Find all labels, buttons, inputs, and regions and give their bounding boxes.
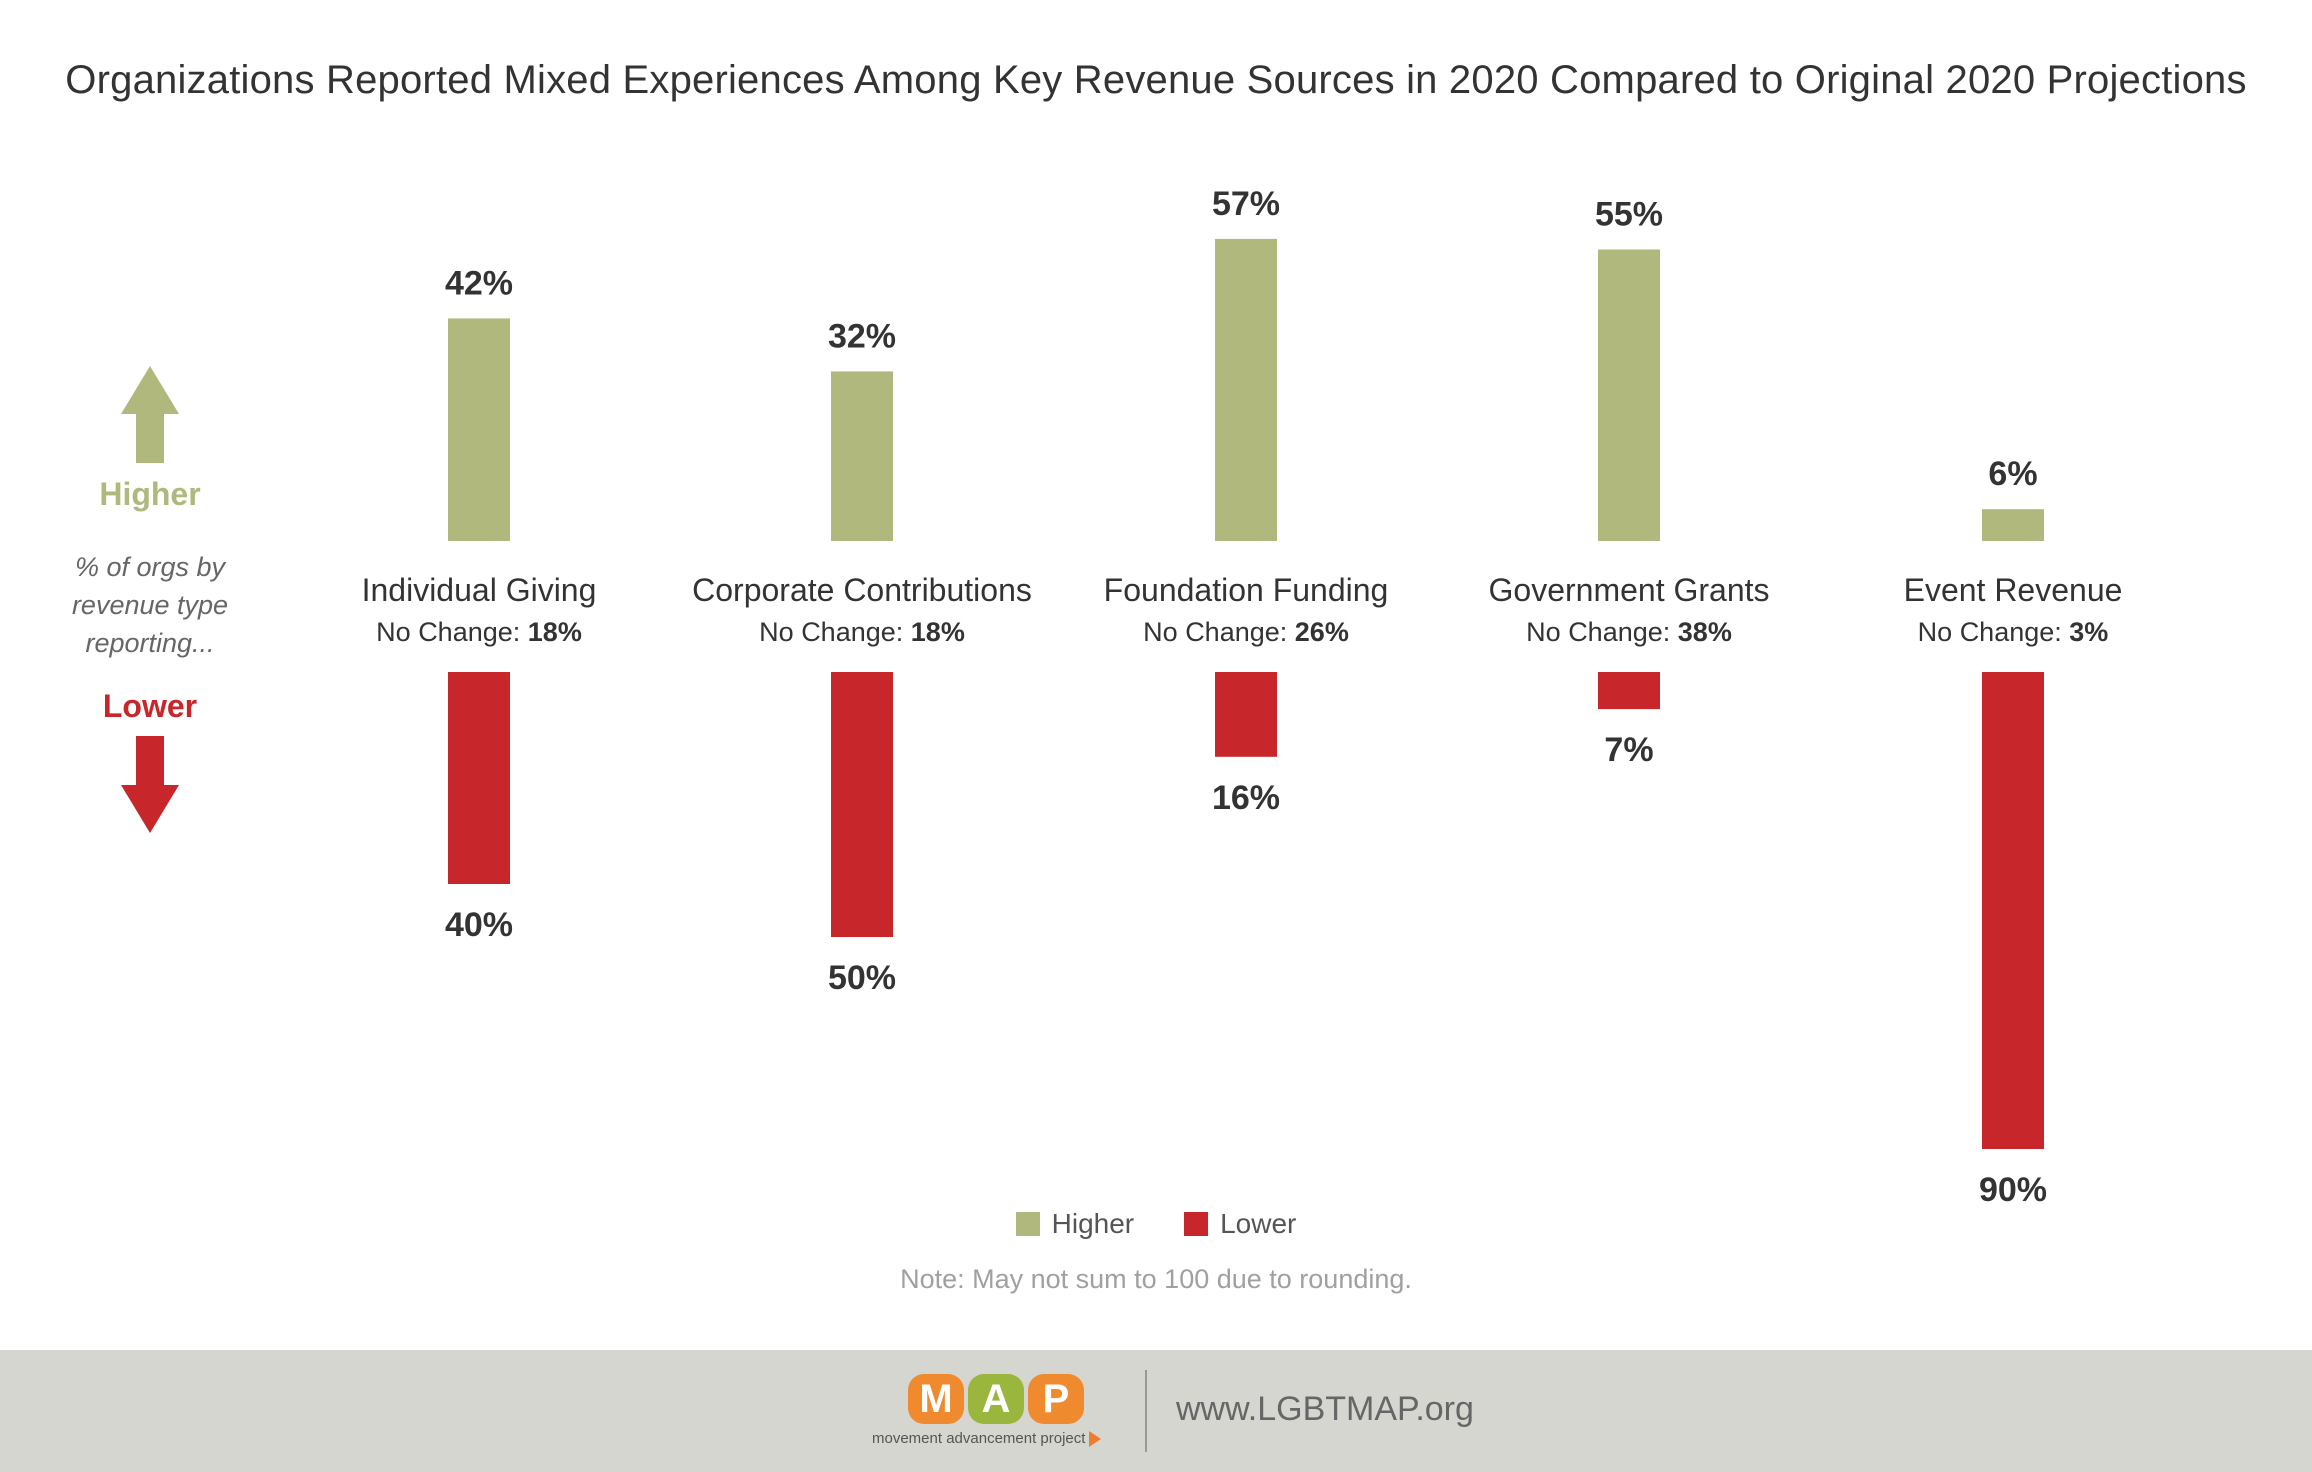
logo-tagline: movement advancement project (872, 1430, 1102, 1448)
logo-letter-a: A (968, 1374, 1024, 1424)
no-change-label: No Change: 18% (376, 617, 582, 647)
data-label-lower: 50% (828, 959, 896, 997)
data-label-lower: 7% (1604, 731, 1653, 769)
no-change-label: No Change: 18% (759, 617, 965, 647)
category-label: Individual Giving (362, 572, 597, 608)
chart-plot: 42% Individual Giving No Change: 18% 40% 32%… (121, 185, 2123, 1209)
no-change-label: No Change: 38% (1526, 617, 1732, 647)
legend-label-lower: Lower (1220, 1208, 1297, 1239)
logo-tagline-text: movement advancement project (872, 1430, 1086, 1447)
footer-url-link[interactable]: www.LGBTMAP.org (1176, 1390, 1474, 1428)
category-label: Corporate Contributions (692, 572, 1032, 608)
data-label-higher: 42% (445, 264, 513, 302)
bar-lower (1215, 672, 1277, 757)
no-change-label: No Change: 3% (1918, 617, 2109, 647)
footer-divider (1145, 1370, 1147, 1452)
bar-higher (831, 371, 893, 541)
axis-lower-label: Lower (102, 688, 198, 724)
data-label-lower: 40% (445, 906, 513, 944)
axis-description-line: reporting... (85, 628, 215, 658)
data-label-higher: 57% (1212, 185, 1280, 223)
category-label: Foundation Funding (1104, 572, 1389, 608)
arrow-up-icon (121, 366, 179, 463)
legend-item-lower: Lower (1184, 1208, 1296, 1240)
logo-letters: M A P (908, 1374, 1118, 1424)
bar-higher (448, 318, 510, 541)
axis-description: % of orgs by revenue type reporting... (50, 548, 250, 662)
bar-lower (1598, 672, 1660, 710)
legend-swatch-higher (1015, 1212, 1040, 1236)
logo-letter-p: P (1028, 1374, 1084, 1424)
bar-lower (831, 672, 893, 937)
bar-higher (1215, 238, 1277, 541)
map-logo[interactable]: M A P movement advancement project (868, 1374, 1118, 1454)
data-label-lower: 90% (1979, 1171, 2047, 1209)
axis-description-line: revenue type (71, 590, 229, 620)
bar-higher (1598, 249, 1660, 541)
play-triangle-icon (1089, 1431, 1102, 1448)
arrow-down-icon (121, 736, 179, 833)
no-change-label: No Change: 26% (1143, 617, 1349, 647)
data-label-higher: 6% (1988, 455, 2037, 493)
bar-higher (1982, 509, 2044, 541)
footer: M A P movement advancement project www.L… (0, 1350, 2312, 1472)
data-label-higher: 32% (828, 317, 896, 355)
legend-swatch-lower (1184, 1212, 1209, 1236)
chart-title: Organizations Reported Mixed Experiences… (65, 58, 2247, 102)
logo-letter-m: M (908, 1374, 964, 1424)
axis-description-line: % of orgs by (74, 552, 226, 582)
legend-label-higher: Higher (1051, 1208, 1135, 1239)
legend: Higher Lower (0, 1208, 2312, 1240)
axis-higher-label: Higher (99, 476, 201, 512)
category-label: Event Revenue (1904, 572, 2123, 608)
category-label: Government Grants (1489, 572, 1770, 608)
bar-lower (448, 672, 510, 884)
data-label-higher: 55% (1595, 196, 1663, 234)
bar-lower (1982, 672, 2044, 1149)
chart-note: Note: May not sum to 100 due to rounding… (900, 1264, 1412, 1294)
legend-item-higher: Higher (1015, 1208, 1135, 1240)
data-label-lower: 16% (1212, 779, 1280, 817)
